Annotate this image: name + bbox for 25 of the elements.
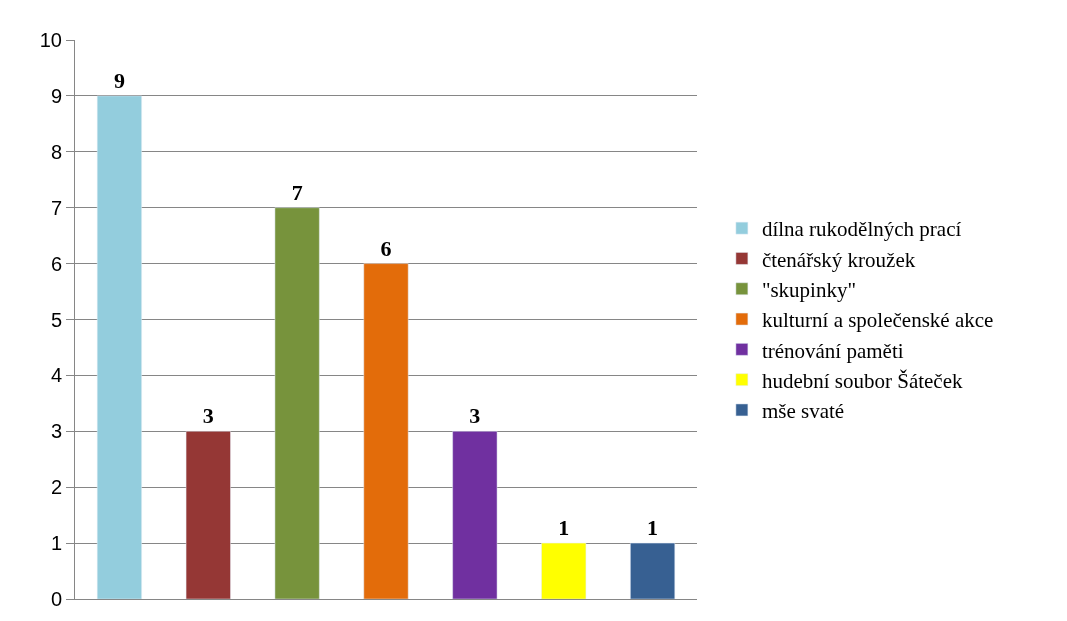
y-tick-label: 6	[50, 252, 62, 275]
data-label: 1	[558, 515, 570, 541]
data-label: 3	[202, 403, 214, 429]
y-tick-label: 3	[50, 420, 62, 443]
y-tick-label: 10	[39, 29, 62, 51]
legend-label: kulturní a společenské akce	[761, 308, 994, 333]
y-tick-label: 4	[50, 364, 62, 387]
data-label: 1	[647, 515, 659, 541]
data-label: 6	[380, 235, 392, 261]
data-label: 7	[291, 179, 303, 205]
legend-label: mše svaté	[761, 399, 845, 424]
data-label: 9	[113, 67, 125, 93]
legend-label: čtenářský kroužek	[761, 247, 916, 272]
legend-label: "skupinky"	[761, 277, 857, 302]
y-tick-label: 9	[50, 84, 62, 107]
y-tick-label: 5	[50, 308, 62, 331]
y-tick-label: 1	[50, 532, 62, 555]
legend-label: trénování paměti	[761, 338, 904, 363]
y-tick-label: 8	[50, 140, 62, 163]
legend-label: dílna rukodělných prací	[761, 217, 962, 242]
y-tick-label: 7	[50, 196, 62, 219]
y-tick-label: 2	[50, 476, 62, 499]
y-tick-label: 0	[50, 588, 62, 610]
data-label: 3	[469, 403, 481, 429]
legend-label: hudební soubor Šáteček	[761, 368, 963, 393]
